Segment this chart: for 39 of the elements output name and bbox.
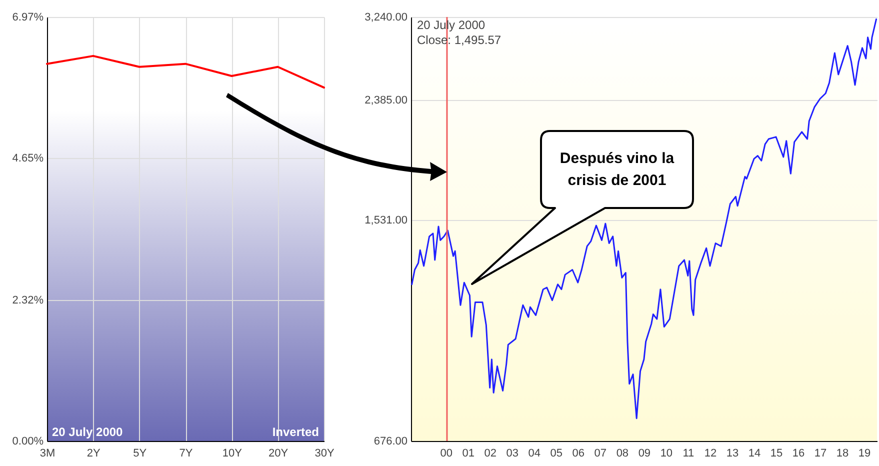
x-tick-label: 08 (616, 448, 629, 460)
x-tick-label: 00 (440, 448, 452, 460)
x-tick-label: 07 (594, 448, 607, 460)
x-tick-label: 11 (682, 448, 694, 460)
y-tick-label: 3,240.00 (364, 12, 408, 24)
x-tick-label: 18 (836, 448, 849, 460)
y-tick-label: 0.00% (12, 436, 44, 448)
x-tick-label: 13 (726, 448, 739, 460)
x-tick-label: 7Y (179, 448, 194, 460)
x-tick-label: 17 (814, 448, 827, 460)
x-tick-label: 01 (462, 448, 474, 460)
annotation: 20 July 2000 (52, 425, 124, 439)
x-tick-label: 09 (638, 448, 651, 460)
x-tick-label: 04 (528, 448, 541, 460)
x-tick-label: 15 (770, 448, 783, 460)
x-tick-label: 06 (572, 448, 585, 460)
x-tick-label: 14 (748, 448, 761, 460)
annotation: Después vino la crisis de 2001 (558, 148, 676, 190)
y-tick-label: 2.32% (12, 294, 44, 306)
x-tick-label: 30Y (314, 448, 335, 460)
y-tick-label: 6.97% (12, 12, 44, 24)
x-tick-label: 10Y (222, 448, 243, 460)
x-tick-label: 16 (792, 448, 805, 460)
y-tick-label: 4.65% (12, 152, 44, 165)
y-tick-label: 676.00 (374, 436, 408, 448)
x-tick-label: 05 (550, 448, 563, 460)
x-tick-label: 12 (704, 448, 717, 460)
x-tick-label: 19 (858, 448, 871, 460)
x-tick-label: 02 (484, 448, 496, 460)
x-tick-label: 5Y (133, 448, 148, 460)
x-tick-label: 03 (506, 448, 518, 460)
y-tick-label: 2,385.00 (364, 94, 408, 106)
x-tick-label: 10 (660, 448, 673, 460)
y-tick-label: 1,531.00 (364, 214, 408, 226)
line-series (46, 54, 325, 89)
x-tick-label: 3M (40, 448, 56, 460)
x-tick-label: 20Y (268, 448, 289, 460)
line-series (411, 18, 878, 420)
x-tick-label: 2Y (86, 448, 102, 460)
